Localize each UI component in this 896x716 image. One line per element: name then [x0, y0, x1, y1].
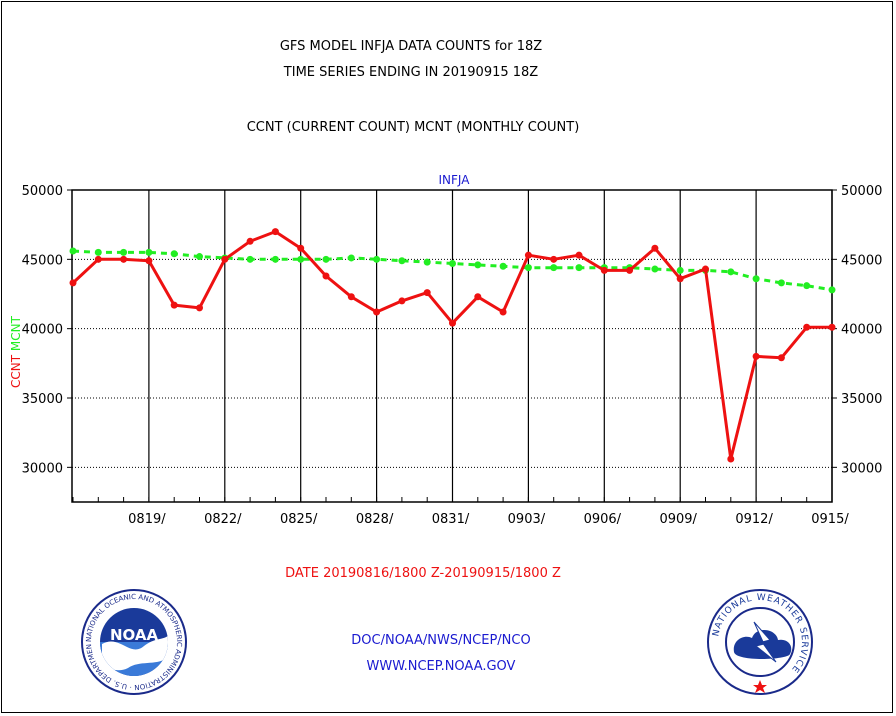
- data-point-mcnt: [727, 268, 735, 276]
- x-tick-label: 0822/: [204, 512, 242, 527]
- data-point-ccnt: [423, 289, 431, 297]
- data-point-ccnt: [575, 251, 583, 259]
- data-point-mcnt: [449, 259, 456, 267]
- x-tick-label: 0906/: [584, 512, 622, 527]
- data-point-mcnt: [474, 261, 482, 269]
- data-point-ccnt: [702, 265, 709, 273]
- y-tick-label-right: 30000: [841, 461, 882, 476]
- y-tick-label-left: 45000: [22, 253, 63, 268]
- data-point-ccnt: [626, 266, 634, 274]
- data-point-ccnt: [676, 275, 684, 283]
- data-point-ccnt: [499, 308, 507, 316]
- data-point-mcnt: [803, 282, 811, 290]
- data-point-mcnt: [398, 257, 406, 265]
- panel-label: INFJA: [439, 173, 471, 187]
- data-point-ccnt: [221, 255, 229, 263]
- y-tick-label-left: 30000: [22, 461, 63, 476]
- data-point-mcnt: [651, 265, 659, 273]
- data-point-mcnt: [94, 248, 102, 256]
- data-point-ccnt: [120, 255, 128, 263]
- data-point-ccnt: [803, 323, 811, 331]
- x-tick-label: 0912/: [735, 512, 773, 527]
- y-tick-label-right: 45000: [841, 253, 882, 268]
- data-point-ccnt: [69, 279, 77, 287]
- chart-subtitle: CCNT (CURRENT COUNT) MCNT (MONTHLY COUNT…: [246, 120, 580, 135]
- chart-title-line1: GFS MODEL INFJA DATA COUNTS for 18Z: [279, 39, 543, 54]
- chart-title-line2: TIME SERIES ENDING IN 20190915 18Z: [283, 65, 539, 80]
- data-point-mcnt: [373, 255, 381, 263]
- plot-frame: [71, 189, 833, 503]
- data-point-ccnt: [777, 354, 785, 362]
- data-point-mcnt: [297, 255, 305, 263]
- data-point-ccnt: [524, 251, 532, 259]
- data-point-mcnt: [423, 258, 431, 266]
- data-point-ccnt: [145, 257, 153, 265]
- x-tick-label: 0828/: [356, 512, 394, 527]
- data-point-ccnt: [474, 293, 482, 301]
- data-point-ccnt: [322, 272, 330, 280]
- data-point-mcnt: [828, 286, 836, 294]
- data-point-mcnt: [196, 253, 203, 261]
- data-point-ccnt: [347, 293, 355, 301]
- x-tick-label: 0831/: [432, 512, 470, 527]
- y-axis-label-part: CCNT: [9, 354, 23, 388]
- x-tick-label: 0915/: [811, 512, 849, 527]
- data-point-ccnt: [752, 352, 760, 360]
- data-point-ccnt: [196, 304, 203, 312]
- data-point-mcnt: [550, 264, 558, 272]
- data-point-ccnt: [600, 266, 608, 274]
- data-point-ccnt: [271, 228, 279, 236]
- x-tick-label: 0903/: [508, 512, 546, 527]
- data-point-ccnt: [94, 255, 102, 263]
- y-axis-label: CCNT MCNT: [9, 315, 23, 388]
- data-point-ccnt: [449, 319, 456, 327]
- data-point-mcnt: [499, 262, 507, 270]
- data-point-ccnt: [398, 297, 406, 305]
- data-point-ccnt: [727, 455, 735, 463]
- noaa-logo: NOAA NATIONAL OCEANIC AND ATMOSPHERIC AD…: [80, 588, 187, 695]
- data-point-mcnt: [145, 248, 153, 256]
- x-tick-label: 0819/: [128, 512, 166, 527]
- y-tick-label-left: 50000: [22, 184, 63, 199]
- footer-org-line: DOC/NOAA/NWS/NCEP/NCO: [351, 633, 531, 648]
- y-tick-label-left: 40000: [22, 323, 63, 338]
- data-point-ccnt: [373, 308, 381, 316]
- data-point-mcnt: [676, 266, 684, 274]
- data-point-ccnt: [828, 323, 836, 331]
- x-tick-label: 0909/: [659, 512, 697, 527]
- data-point-mcnt: [170, 250, 178, 258]
- data-point-mcnt: [69, 247, 77, 255]
- data-point-mcnt: [120, 248, 128, 256]
- y-tick-label-right: 40000: [841, 323, 882, 338]
- data-point-mcnt: [246, 255, 254, 263]
- data-point-ccnt: [550, 255, 558, 263]
- y-axis-label-part: MCNT: [9, 315, 23, 355]
- data-point-mcnt: [575, 264, 583, 272]
- data-point-ccnt: [170, 301, 178, 309]
- footer-url-line: WWW.NCEP.NOAA.GOV: [366, 659, 516, 674]
- y-tick-label-left: 35000: [22, 392, 63, 407]
- date-range-label: DATE 20190816/1800 Z-20190915/1800 Z: [285, 566, 561, 581]
- data-point-mcnt: [271, 255, 279, 263]
- data-point-ccnt: [246, 237, 254, 245]
- noaa-logo-text: NOAA: [110, 626, 159, 644]
- x-tick-label: 0825/: [280, 512, 318, 527]
- data-point-mcnt: [752, 275, 760, 283]
- data-point-ccnt: [297, 244, 305, 252]
- data-point-ccnt: [651, 244, 659, 252]
- data-point-mcnt: [347, 254, 355, 262]
- data-point-mcnt: [322, 255, 330, 263]
- nws-logo: NATIONAL WEATHER SERVICE: [707, 589, 813, 695]
- data-point-mcnt: [777, 279, 785, 287]
- y-tick-label-right: 50000: [841, 184, 882, 199]
- data-point-mcnt: [524, 264, 532, 272]
- y-tick-label-right: 35000: [841, 392, 882, 407]
